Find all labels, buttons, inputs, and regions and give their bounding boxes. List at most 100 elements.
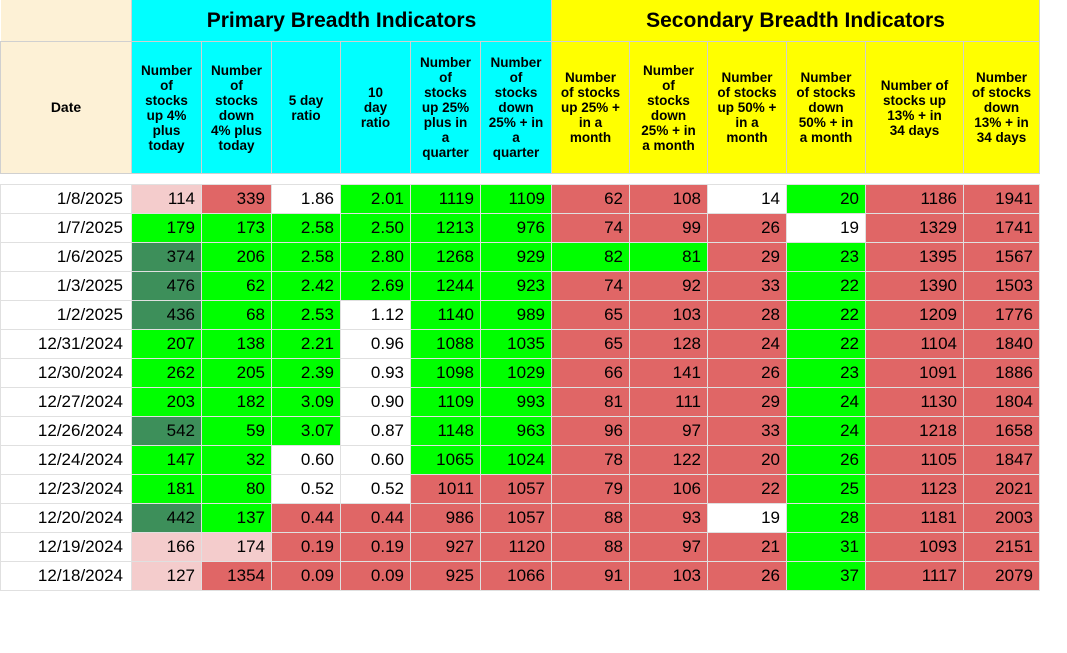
data-cell[interactable]: 81 — [551, 387, 630, 417]
data-cell[interactable]: 19 — [707, 503, 787, 533]
data-cell[interactable]: 1035 — [480, 329, 552, 359]
data-cell[interactable]: 82 — [551, 242, 630, 272]
data-cell[interactable]: 29 — [707, 387, 787, 417]
data-cell[interactable]: 26 — [707, 213, 787, 243]
data-cell[interactable]: 0.19 — [271, 532, 341, 562]
data-cell[interactable]: 1.86 — [271, 184, 341, 214]
data-cell[interactable]: 0.60 — [271, 445, 341, 475]
data-cell[interactable]: 122 — [629, 445, 708, 475]
data-cell[interactable]: 1886 — [963, 358, 1040, 388]
data-cell[interactable]: 20 — [786, 184, 866, 214]
data-cell[interactable]: 1119 — [410, 184, 481, 214]
data-cell[interactable]: 2.50 — [340, 213, 411, 243]
data-cell[interactable]: 181 — [131, 474, 202, 504]
data-cell[interactable]: 59 — [201, 416, 272, 446]
data-cell[interactable]: 2.58 — [271, 242, 341, 272]
data-cell[interactable]: 436 — [131, 300, 202, 330]
data-cell[interactable]: 0.19 — [340, 532, 411, 562]
data-cell[interactable]: 114 — [131, 184, 202, 214]
data-cell[interactable]: 28 — [707, 300, 787, 330]
data-cell[interactable]: 0.90 — [340, 387, 411, 417]
data-cell[interactable]: 32 — [201, 445, 272, 475]
data-cell[interactable]: 989 — [480, 300, 552, 330]
data-cell[interactable]: 137 — [201, 503, 272, 533]
data-cell[interactable]: 2021 — [963, 474, 1040, 504]
data-cell[interactable]: 442 — [131, 503, 202, 533]
data-cell[interactable]: 2003 — [963, 503, 1040, 533]
data-cell[interactable]: 1567 — [963, 242, 1040, 272]
data-cell[interactable]: 1140 — [410, 300, 481, 330]
data-cell[interactable]: 2.53 — [271, 300, 341, 330]
data-cell[interactable]: 179 — [131, 213, 202, 243]
data-cell[interactable]: 0.52 — [271, 474, 341, 504]
data-cell[interactable]: 2079 — [963, 561, 1040, 591]
data-cell[interactable]: 0.09 — [340, 561, 411, 591]
data-cell[interactable]: 93 — [629, 503, 708, 533]
data-cell[interactable]: 1093 — [865, 532, 964, 562]
data-cell[interactable]: 88 — [551, 532, 630, 562]
data-cell[interactable]: 108 — [629, 184, 708, 214]
data-cell[interactable]: 2.42 — [271, 271, 341, 301]
data-cell[interactable]: 74 — [551, 213, 630, 243]
data-cell[interactable]: 1354 — [201, 561, 272, 591]
data-cell[interactable]: 22 — [786, 329, 866, 359]
data-cell[interactable]: 106 — [629, 474, 708, 504]
date-cell[interactable]: 12/18/2024 — [0, 561, 132, 591]
data-cell[interactable]: 33 — [707, 271, 787, 301]
data-cell[interactable]: 1123 — [865, 474, 964, 504]
data-cell[interactable]: 1209 — [865, 300, 964, 330]
data-cell[interactable]: 0.52 — [340, 474, 411, 504]
date-cell[interactable]: 1/7/2025 — [0, 213, 132, 243]
data-cell[interactable]: 1847 — [963, 445, 1040, 475]
data-cell[interactable]: 22 — [786, 300, 866, 330]
data-cell[interactable]: 0.96 — [340, 329, 411, 359]
data-cell[interactable]: 37 — [786, 561, 866, 591]
data-cell[interactable]: 1941 — [963, 184, 1040, 214]
data-cell[interactable]: 80 — [201, 474, 272, 504]
data-cell[interactable]: 1503 — [963, 271, 1040, 301]
data-cell[interactable]: 65 — [551, 329, 630, 359]
data-cell[interactable]: 1658 — [963, 416, 1040, 446]
data-cell[interactable]: 1057 — [480, 474, 552, 504]
data-cell[interactable]: 24 — [786, 416, 866, 446]
date-cell[interactable]: 1/3/2025 — [0, 271, 132, 301]
date-cell[interactable]: 12/19/2024 — [0, 532, 132, 562]
data-cell[interactable]: 0.93 — [340, 358, 411, 388]
data-cell[interactable]: 128 — [629, 329, 708, 359]
data-cell[interactable]: 339 — [201, 184, 272, 214]
data-cell[interactable]: 1181 — [865, 503, 964, 533]
date-cell[interactable]: 12/30/2024 — [0, 358, 132, 388]
data-cell[interactable]: 207 — [131, 329, 202, 359]
data-cell[interactable]: 0.60 — [340, 445, 411, 475]
data-cell[interactable]: 1741 — [963, 213, 1040, 243]
data-cell[interactable]: 203 — [131, 387, 202, 417]
data-cell[interactable]: 1776 — [963, 300, 1040, 330]
data-cell[interactable]: 99 — [629, 213, 708, 243]
data-cell[interactable]: 14 — [707, 184, 787, 214]
data-cell[interactable]: 1117 — [865, 561, 964, 591]
data-cell[interactable]: 0.09 — [271, 561, 341, 591]
data-cell[interactable]: 29 — [707, 242, 787, 272]
data-cell[interactable]: 976 — [480, 213, 552, 243]
data-cell[interactable]: 1104 — [865, 329, 964, 359]
data-cell[interactable]: 1024 — [480, 445, 552, 475]
data-cell[interactable]: 206 — [201, 242, 272, 272]
data-cell[interactable]: 103 — [629, 300, 708, 330]
data-cell[interactable]: 986 — [410, 503, 481, 533]
data-cell[interactable]: 19 — [786, 213, 866, 243]
data-cell[interactable]: 925 — [410, 561, 481, 591]
data-cell[interactable]: 174 — [201, 532, 272, 562]
data-cell[interactable]: 1395 — [865, 242, 964, 272]
data-cell[interactable]: 92 — [629, 271, 708, 301]
data-cell[interactable]: 2.01 — [340, 184, 411, 214]
data-cell[interactable]: 33 — [707, 416, 787, 446]
data-cell[interactable]: 1066 — [480, 561, 552, 591]
data-cell[interactable]: 205 — [201, 358, 272, 388]
data-cell[interactable]: 22 — [786, 271, 866, 301]
data-cell[interactable]: 166 — [131, 532, 202, 562]
data-cell[interactable]: 1065 — [410, 445, 481, 475]
date-cell[interactable]: 12/20/2024 — [0, 503, 132, 533]
data-cell[interactable]: 542 — [131, 416, 202, 446]
data-cell[interactable]: 1390 — [865, 271, 964, 301]
data-cell[interactable]: 91 — [551, 561, 630, 591]
